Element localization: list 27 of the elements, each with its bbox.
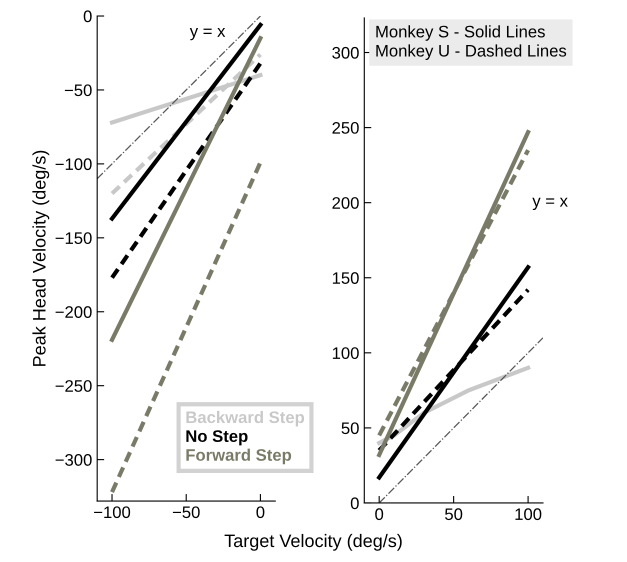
y-tick-label: 300: [332, 46, 359, 59]
y-tick-label: −300: [56, 454, 92, 466]
y-tick-label: −250: [56, 380, 92, 392]
x-tick-label: −50: [172, 506, 200, 518]
x-axis-title: Target Velocity (deg/s): [224, 534, 402, 551]
text: Forward Step: [186, 448, 292, 464]
x-tick-label: −100: [94, 506, 130, 518]
y-tick-label: 0: [84, 10, 92, 22]
annotation: y = x: [190, 28, 226, 40]
y-tick-label: 200: [332, 197, 359, 209]
x-tick-label: 0: [375, 508, 384, 520]
annotation: Monkey S - Solid Lines Monkey U - Dashed Lines: [376, 25, 566, 60]
y-tick-label: −200: [56, 306, 92, 318]
y-tick-label: −150: [56, 232, 92, 244]
text: No Step: [186, 430, 248, 446]
y-tick-label: 100: [332, 347, 359, 360]
y-tick-label: −100: [56, 158, 92, 170]
y-tick-label: 50: [342, 422, 359, 434]
y-axis-title: Peak Head Velocity (deg/s): [32, 150, 50, 366]
x-tick-label: 50: [445, 508, 462, 520]
y-tick-label: −50: [64, 84, 92, 96]
x-tick-label: 0: [256, 506, 264, 518]
y-tick-label: 0: [350, 497, 359, 510]
x-tick-label: 100: [515, 508, 542, 520]
y-tick-label: 150: [332, 272, 359, 284]
y-tick-label: 250: [332, 122, 359, 134]
annotation: y = x: [532, 198, 568, 210]
